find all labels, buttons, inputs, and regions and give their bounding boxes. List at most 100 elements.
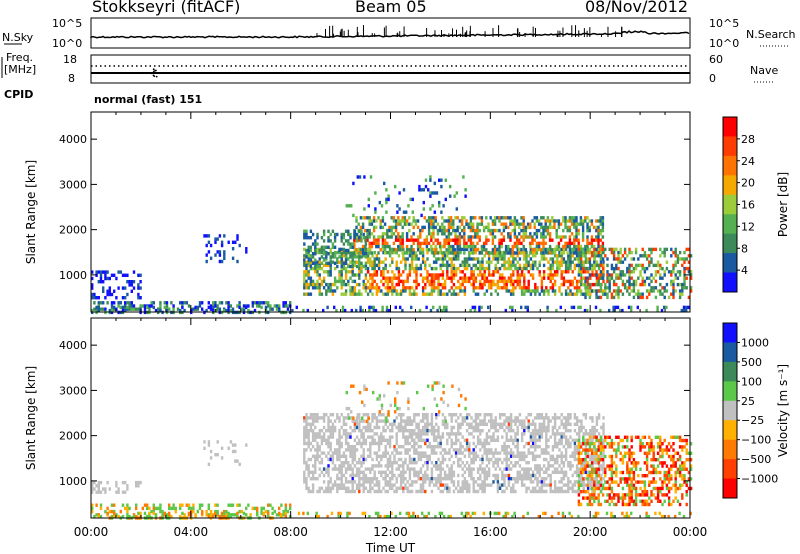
echo-cell [307,257,310,261]
echo-cell [432,260,436,264]
echo-cell [404,286,407,290]
echo-cell [307,276,310,280]
echo-cell [476,292,480,296]
echo-cell [630,257,633,261]
echo-cell [366,448,370,452]
echo-cell [408,457,412,462]
echo-cell [322,245,326,249]
echo-cell [99,301,103,305]
echo-cell [474,263,478,268]
echo-cell [546,228,550,233]
echo-cell [525,260,528,264]
echo-cell [556,454,559,458]
echo-cell [457,279,460,284]
echo-cell [424,470,427,474]
echo-cell [370,219,374,223]
echo-cell [567,483,570,487]
echo-cell [437,273,440,277]
echo-cell [434,244,437,249]
echo-cell [355,470,359,474]
echo-cell [412,225,415,230]
echo-cell [509,429,513,433]
echo-cell [424,266,427,271]
echo-cell [685,247,688,252]
echo-cell [556,461,559,465]
echo-cell [454,441,458,446]
echo-cell [579,219,583,223]
echo-cell [338,279,341,284]
echo-cell [399,279,403,284]
echo-cell [459,422,462,426]
echo-cell [548,251,552,255]
echo-cell [137,273,140,277]
echo-cell [481,276,484,280]
echo-cell [582,413,585,417]
echo-cell [338,451,341,455]
echo-cell [176,307,180,311]
echo-cell [377,413,381,417]
echo-cell [194,305,197,310]
echo-cell [534,473,537,478]
echo-cell [527,486,530,490]
echo-cell [327,252,330,256]
echo-cell [531,266,535,271]
echo-cell [491,228,495,233]
echo-cell [553,480,557,484]
echo-cell [602,289,605,293]
echo-cell [349,451,352,455]
echo-cell [498,219,501,223]
echo-cell [99,273,103,277]
echo-cell [507,235,510,239]
echo-cell [375,282,379,287]
echo-cell [106,506,109,511]
echo-cell [560,247,563,252]
echo-cell [106,276,109,281]
echo-cell [377,286,381,290]
echo-cell [309,266,313,271]
echo-cell [586,225,589,230]
echo-cell [391,464,394,468]
echo-cell [311,486,315,490]
echo-cell [399,244,402,249]
echo-cell [518,454,522,458]
echo-cell [305,464,308,468]
echo-cell [423,238,426,242]
echo-cell [441,228,444,233]
echo-cell [590,289,594,293]
echo-cell [392,225,396,230]
echo-cell [502,222,506,226]
echo-cell [373,441,376,446]
echo-cell [305,229,308,233]
echo-cell [485,235,488,239]
echo-cell [422,207,425,211]
echo-cell [523,477,526,481]
echo-cell [457,292,460,296]
echo-cell [97,480,100,485]
echo-cell [382,273,385,277]
echo-cell [503,483,506,487]
echo-cell [498,273,502,277]
date-title: 08/Nov/2012 [585,0,689,16]
echo-cell [408,289,412,293]
echo-cell [511,305,514,310]
echo-cell [632,295,636,300]
echo-cell [619,260,622,264]
echo-cell [682,308,686,313]
echo-cell [487,305,490,310]
echo-cell [320,236,324,240]
echo-cell [434,225,437,230]
echo-cell [560,441,563,446]
echo-cell [428,429,431,433]
echo-cell [584,244,587,249]
echo-cell [496,279,500,284]
echo-cell [485,251,488,255]
echo-cell [104,296,107,300]
echo-cell [458,232,462,236]
echo-cell [582,263,585,268]
echo-cell [538,473,541,478]
echo-cell [454,451,458,455]
echo-cell [336,232,339,237]
echo-cell [525,470,528,474]
echo-cell [507,244,510,249]
echo-cell [353,229,357,233]
